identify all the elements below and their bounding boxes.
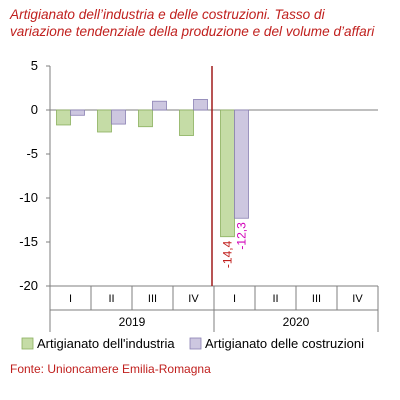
category-label: III bbox=[312, 293, 321, 305]
data-label: -12,3 bbox=[235, 222, 249, 250]
bar-industria bbox=[179, 109, 194, 136]
chart-title: Artigianato dell’industria e delle costr… bbox=[10, 6, 395, 40]
legend-swatch bbox=[21, 337, 34, 350]
category-label: I bbox=[233, 293, 236, 305]
year-label: 2019 bbox=[119, 315, 146, 329]
bar-industria bbox=[138, 109, 153, 128]
legend-swatch bbox=[189, 337, 202, 350]
chart-title-line-1: Artigianato dell’industria e delle costr… bbox=[10, 7, 325, 22]
y-tick-label: -15 bbox=[19, 234, 38, 249]
category-label: II bbox=[108, 293, 114, 305]
source-note: Fonte: Unioncamere Emilia-Romagna bbox=[10, 362, 211, 376]
bar-costruzioni bbox=[111, 109, 126, 125]
bar-costruzioni bbox=[234, 109, 249, 219]
year-label: 2020 bbox=[283, 315, 310, 329]
category-label: IV bbox=[352, 293, 363, 305]
y-tick-label: 0 bbox=[31, 102, 38, 117]
bar-costruzioni bbox=[70, 109, 85, 116]
legend-label: Artigianato dell'industria bbox=[37, 336, 175, 351]
category-label: I bbox=[69, 293, 72, 305]
legend-label: Artigianato delle costruzioni bbox=[205, 336, 364, 351]
y-tick-label: -5 bbox=[26, 146, 38, 161]
y-tick-label: -10 bbox=[19, 190, 38, 205]
chart-title-line-2: variazione tendenziale della produzione … bbox=[10, 24, 375, 39]
bar-costruzioni bbox=[152, 100, 167, 111]
bar-costruzioni bbox=[193, 99, 208, 111]
y-tick-label: 5 bbox=[31, 58, 38, 73]
y-tick-label: -20 bbox=[19, 278, 38, 293]
bar-industria bbox=[220, 109, 235, 238]
category-label: IV bbox=[188, 293, 199, 305]
category-label: III bbox=[148, 293, 157, 305]
bar-industria bbox=[97, 109, 112, 133]
bar-industria bbox=[56, 109, 71, 126]
data-label: -14,4 bbox=[221, 240, 235, 268]
category-label: II bbox=[272, 293, 278, 305]
